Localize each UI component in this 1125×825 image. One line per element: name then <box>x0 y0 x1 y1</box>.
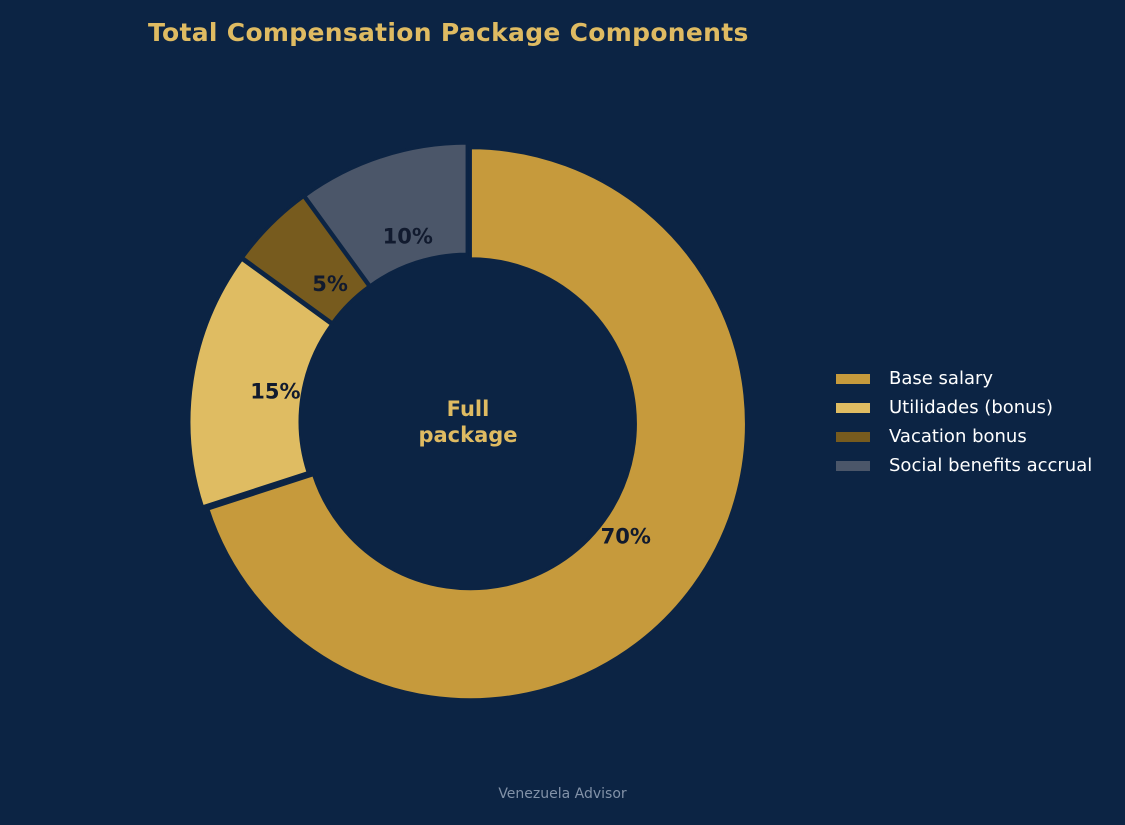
slice-base-salary <box>206 146 748 702</box>
slice-social-benefits-accrual <box>302 141 469 288</box>
legend-item: Social benefits accrual <box>836 451 1092 480</box>
percent-label: 5% <box>312 272 348 296</box>
legend-item: Utilidades (bonus) <box>836 393 1092 422</box>
legend-label: Vacation bonus <box>889 426 1027 447</box>
legend-label: Base salary <box>889 368 994 389</box>
percent-label: 15% <box>250 379 300 403</box>
legend-label: Social benefits accrual <box>889 455 1093 476</box>
footer-credit: Venezuela Advisor <box>498 786 627 802</box>
donut-slices <box>187 141 748 702</box>
center-label: Full package <box>418 397 517 447</box>
legend-swatch <box>836 402 870 413</box>
percent-label: 10% <box>383 225 433 249</box>
legend-swatch <box>836 373 870 384</box>
chart-title: Total Compensation Package Components <box>148 18 749 47</box>
center-label-line: Full <box>447 397 490 421</box>
legend-item: Vacation bonus <box>836 422 1092 451</box>
center-label-line: package <box>418 423 517 447</box>
legend: Base salary Utilidades (bonus) Vacation bo… <box>836 364 1092 480</box>
percent-labels: 70% 15% 5% 10% <box>250 225 651 549</box>
slice-utilidades-bonus <box>187 257 334 509</box>
legend-swatch <box>836 460 870 471</box>
legend-label: Utilidades (bonus) <box>889 397 1053 418</box>
legend-swatch <box>836 431 870 442</box>
percent-label: 70% <box>601 525 651 549</box>
legend-item: Base salary <box>836 364 1092 393</box>
